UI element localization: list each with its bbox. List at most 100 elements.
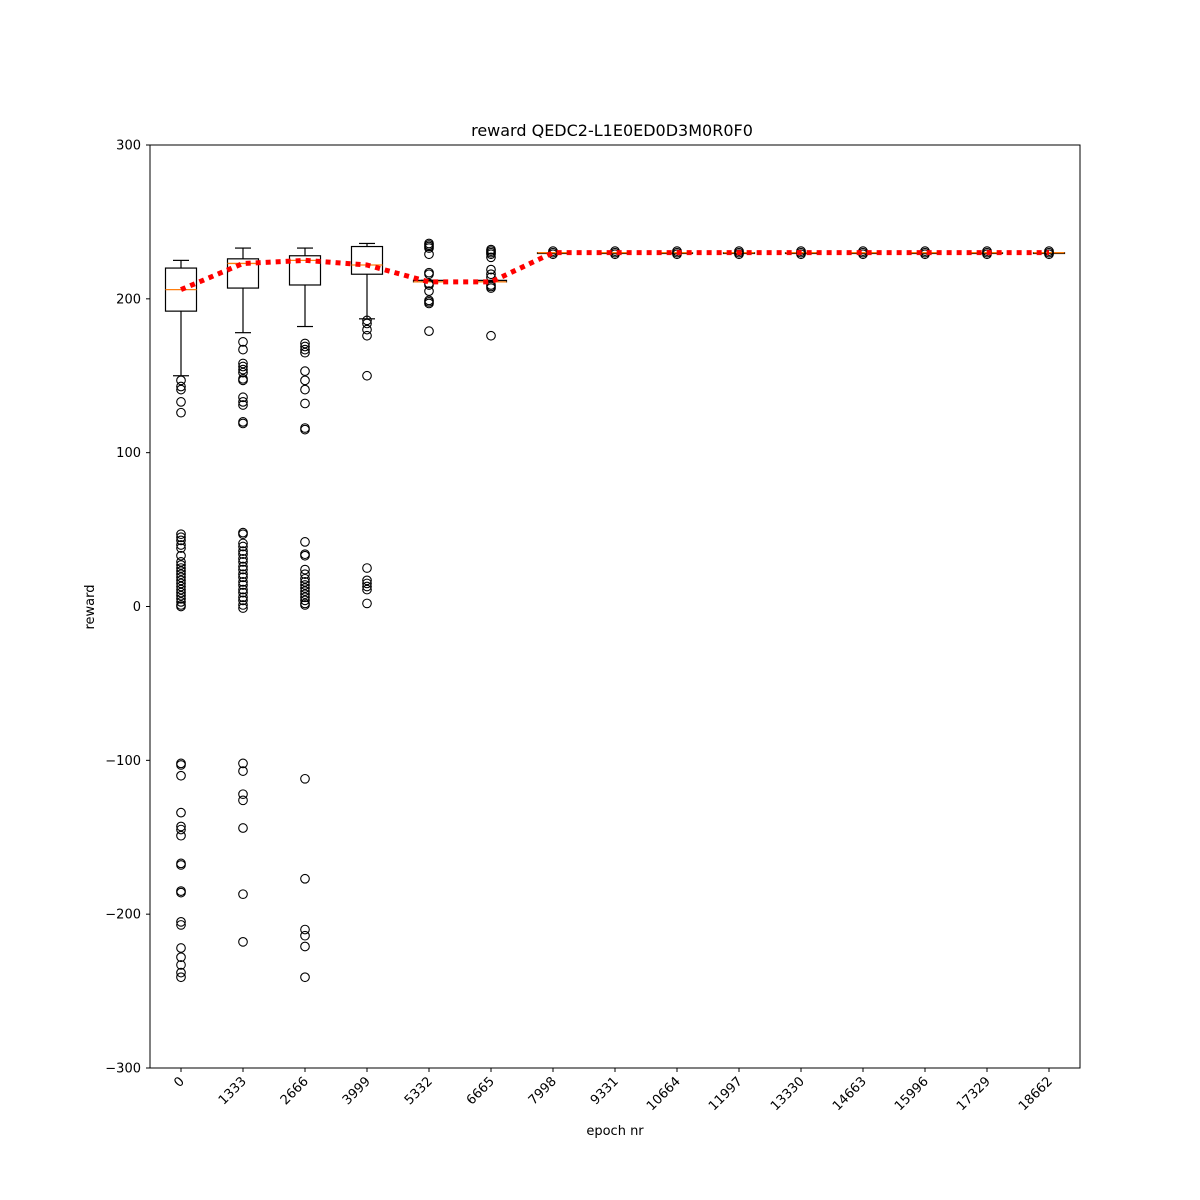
outlier-point: [176, 540, 186, 550]
outlier-point: [734, 249, 744, 260]
outlier-point: [300, 338, 310, 349]
outlier-point: [362, 330, 372, 341]
outlier-point: [238, 789, 248, 800]
outlier-point: [238, 577, 248, 587]
chart-title: reward QEDC2-L1E0ED0D3M0R0F0: [471, 121, 753, 140]
outlier-point: [424, 280, 434, 290]
outlier-point: [176, 770, 186, 781]
outlier-point: [238, 564, 248, 575]
outlier-point: [300, 941, 310, 952]
box-group: [350, 242, 384, 609]
outlier-point: [238, 400, 248, 410]
outlier-point: [362, 324, 372, 335]
outlier-point: [176, 566, 186, 576]
outlier-point: [300, 424, 310, 435]
y-tick-label: 0: [133, 600, 141, 615]
y-axis-label: reward: [83, 584, 98, 629]
x-axis: 0 1333 2666 3999 5332 6665 7998 9331 10664 11997 1…: [171, 1068, 1056, 1114]
outlier-point: [238, 367, 248, 378]
outlier-point: [176, 807, 186, 818]
outlier-point: [176, 860, 186, 870]
outlier-point: [300, 595, 310, 606]
outlier-point: [300, 341, 310, 352]
x-tick-label: 18662: [1016, 1074, 1056, 1114]
outlier-point: [362, 584, 372, 595]
outlier-point: [300, 773, 310, 784]
outlier-point: [362, 318, 372, 329]
outlier-point: [300, 398, 310, 409]
outlier-point: [238, 418, 248, 429]
outlier-point: [176, 917, 186, 927]
y-tick-label: −300: [105, 1062, 141, 1077]
outlier-point: [238, 580, 248, 590]
box-group: [846, 246, 880, 260]
outlier-point: [238, 758, 248, 769]
outlier-point: [300, 384, 310, 395]
x-tick-label: 9331: [588, 1074, 622, 1108]
outlier-point: [238, 361, 248, 372]
box-group: [908, 246, 942, 260]
box-group: [412, 238, 446, 336]
outlier-point: [238, 766, 248, 776]
plot-content: [164, 238, 1066, 983]
x-tick-label: 17329: [954, 1074, 994, 1114]
outlier-point: [238, 364, 248, 375]
x-tick-label: 11997: [706, 1074, 746, 1114]
outlier-point: [300, 586, 310, 596]
outlier-point: [238, 553, 248, 564]
outlier-point: [176, 529, 186, 540]
outlier-point: [424, 249, 434, 260]
outlier-point: [486, 330, 496, 341]
x-tick-label: 5332: [402, 1074, 436, 1108]
outlier-point: [176, 972, 186, 983]
outlier-point: [176, 821, 186, 832]
box-group: [164, 259, 198, 983]
outlier-point: [176, 575, 186, 586]
outlier-point: [238, 587, 248, 598]
outlier-point: [176, 535, 186, 546]
outlier-point: [176, 381, 186, 392]
outlier-point: [424, 326, 434, 336]
outlier-point: [176, 960, 186, 970]
outlier-point: [238, 397, 248, 407]
y-tick-label: 100: [116, 446, 141, 461]
outlier-point: [238, 889, 248, 900]
outlier-point: [176, 967, 186, 978]
y-tick-label: −200: [105, 908, 141, 923]
outlier-point: [176, 563, 186, 573]
y-axis: −300 −200 −100 0 100 200 300: [105, 139, 150, 1077]
outlier-point: [176, 760, 186, 770]
outlier-point: [300, 537, 310, 547]
box-group: [226, 247, 260, 947]
outlier-point: [176, 887, 186, 898]
outlier-point: [176, 557, 186, 567]
outlier-point: [300, 347, 310, 358]
box-group: [598, 246, 632, 260]
outlier-point: [176, 375, 186, 386]
outlier-point: [1044, 249, 1054, 260]
outlier-point: [300, 930, 310, 941]
outlier-point: [238, 592, 248, 603]
outlier-point: [176, 601, 186, 612]
outlier-point: [176, 587, 186, 598]
outlier-point: [176, 397, 186, 407]
outlier-point: [300, 592, 310, 603]
outlier-point: [238, 375, 248, 386]
outlier-point: [238, 584, 248, 595]
outlier-point: [300, 589, 310, 600]
outlier-point: [176, 597, 186, 607]
outlier-point: [362, 575, 372, 586]
outlier-point: [486, 249, 496, 260]
outlier-point: [362, 578, 372, 589]
outlier-point: [238, 572, 248, 583]
outlier-point: [486, 264, 496, 275]
x-tick-label: 3999: [340, 1074, 374, 1108]
outlier-point: [424, 298, 434, 309]
outlier-point: [176, 578, 186, 589]
outlier-point: [300, 924, 310, 935]
outlier-point: [176, 590, 186, 601]
outlier-point: [300, 580, 310, 590]
outlier-point: [176, 581, 186, 592]
outlier-point: [176, 407, 186, 418]
